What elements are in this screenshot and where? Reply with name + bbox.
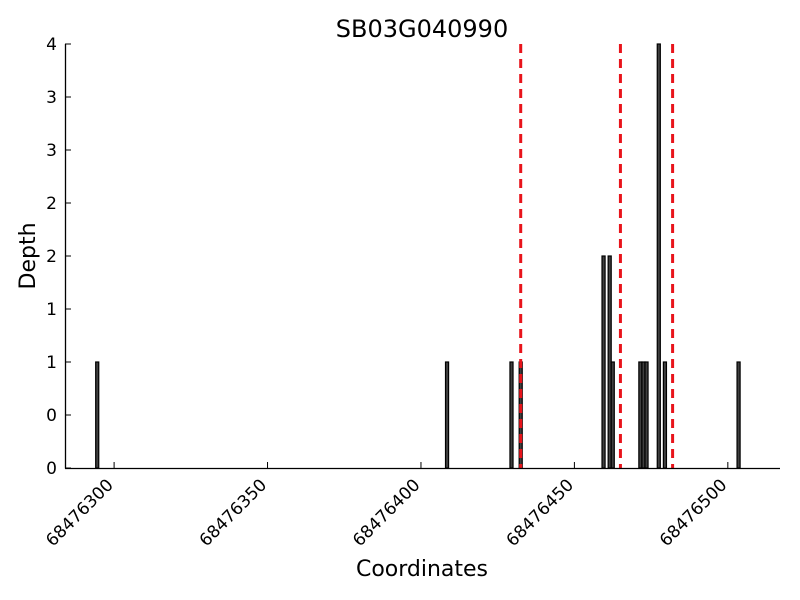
bar-11 [662, 361, 668, 469]
marker-lines [519, 44, 675, 468]
bar-4 [601, 255, 606, 469]
bar-0 [95, 361, 100, 469]
bar-1 [444, 361, 450, 469]
bar-2 [509, 361, 514, 469]
x-tick-label-2: 68476400 [349, 475, 424, 550]
y-tick-label-3: 1 [46, 300, 57, 320]
bar-9 [644, 361, 649, 469]
y-tick-label-0: 0 [46, 459, 57, 479]
y-tick-label-1: 0 [46, 406, 57, 426]
x-axis-label: Coordinates [356, 557, 488, 582]
x-tick-label-0: 68476300 [42, 475, 117, 550]
x-tick-label-4: 68476500 [656, 475, 731, 550]
bar-10 [656, 43, 661, 469]
bar-6 [610, 361, 615, 469]
x-tick-label-1: 68476350 [196, 475, 271, 550]
y-tick-label-6: 3 [46, 141, 57, 161]
bar-series [95, 43, 741, 469]
y-tick-label-7: 3 [46, 88, 57, 108]
y-tick-label-4: 2 [46, 247, 57, 267]
y-ticks: 0 0 1 1 2 2 3 3 4 [46, 35, 71, 479]
y-axis-label: Depth [16, 222, 41, 289]
y-tick-label-8: 4 [46, 35, 57, 55]
x-tick-label-3: 68476450 [503, 475, 578, 550]
bar-12 [736, 361, 741, 469]
y-tick-label-2: 1 [46, 353, 57, 373]
chart-title: SB03G040990 [336, 15, 508, 43]
y-tick-label-5: 2 [46, 194, 57, 214]
x-ticks: 68476300 68476350 68476400 68476450 68476500 [42, 462, 731, 551]
